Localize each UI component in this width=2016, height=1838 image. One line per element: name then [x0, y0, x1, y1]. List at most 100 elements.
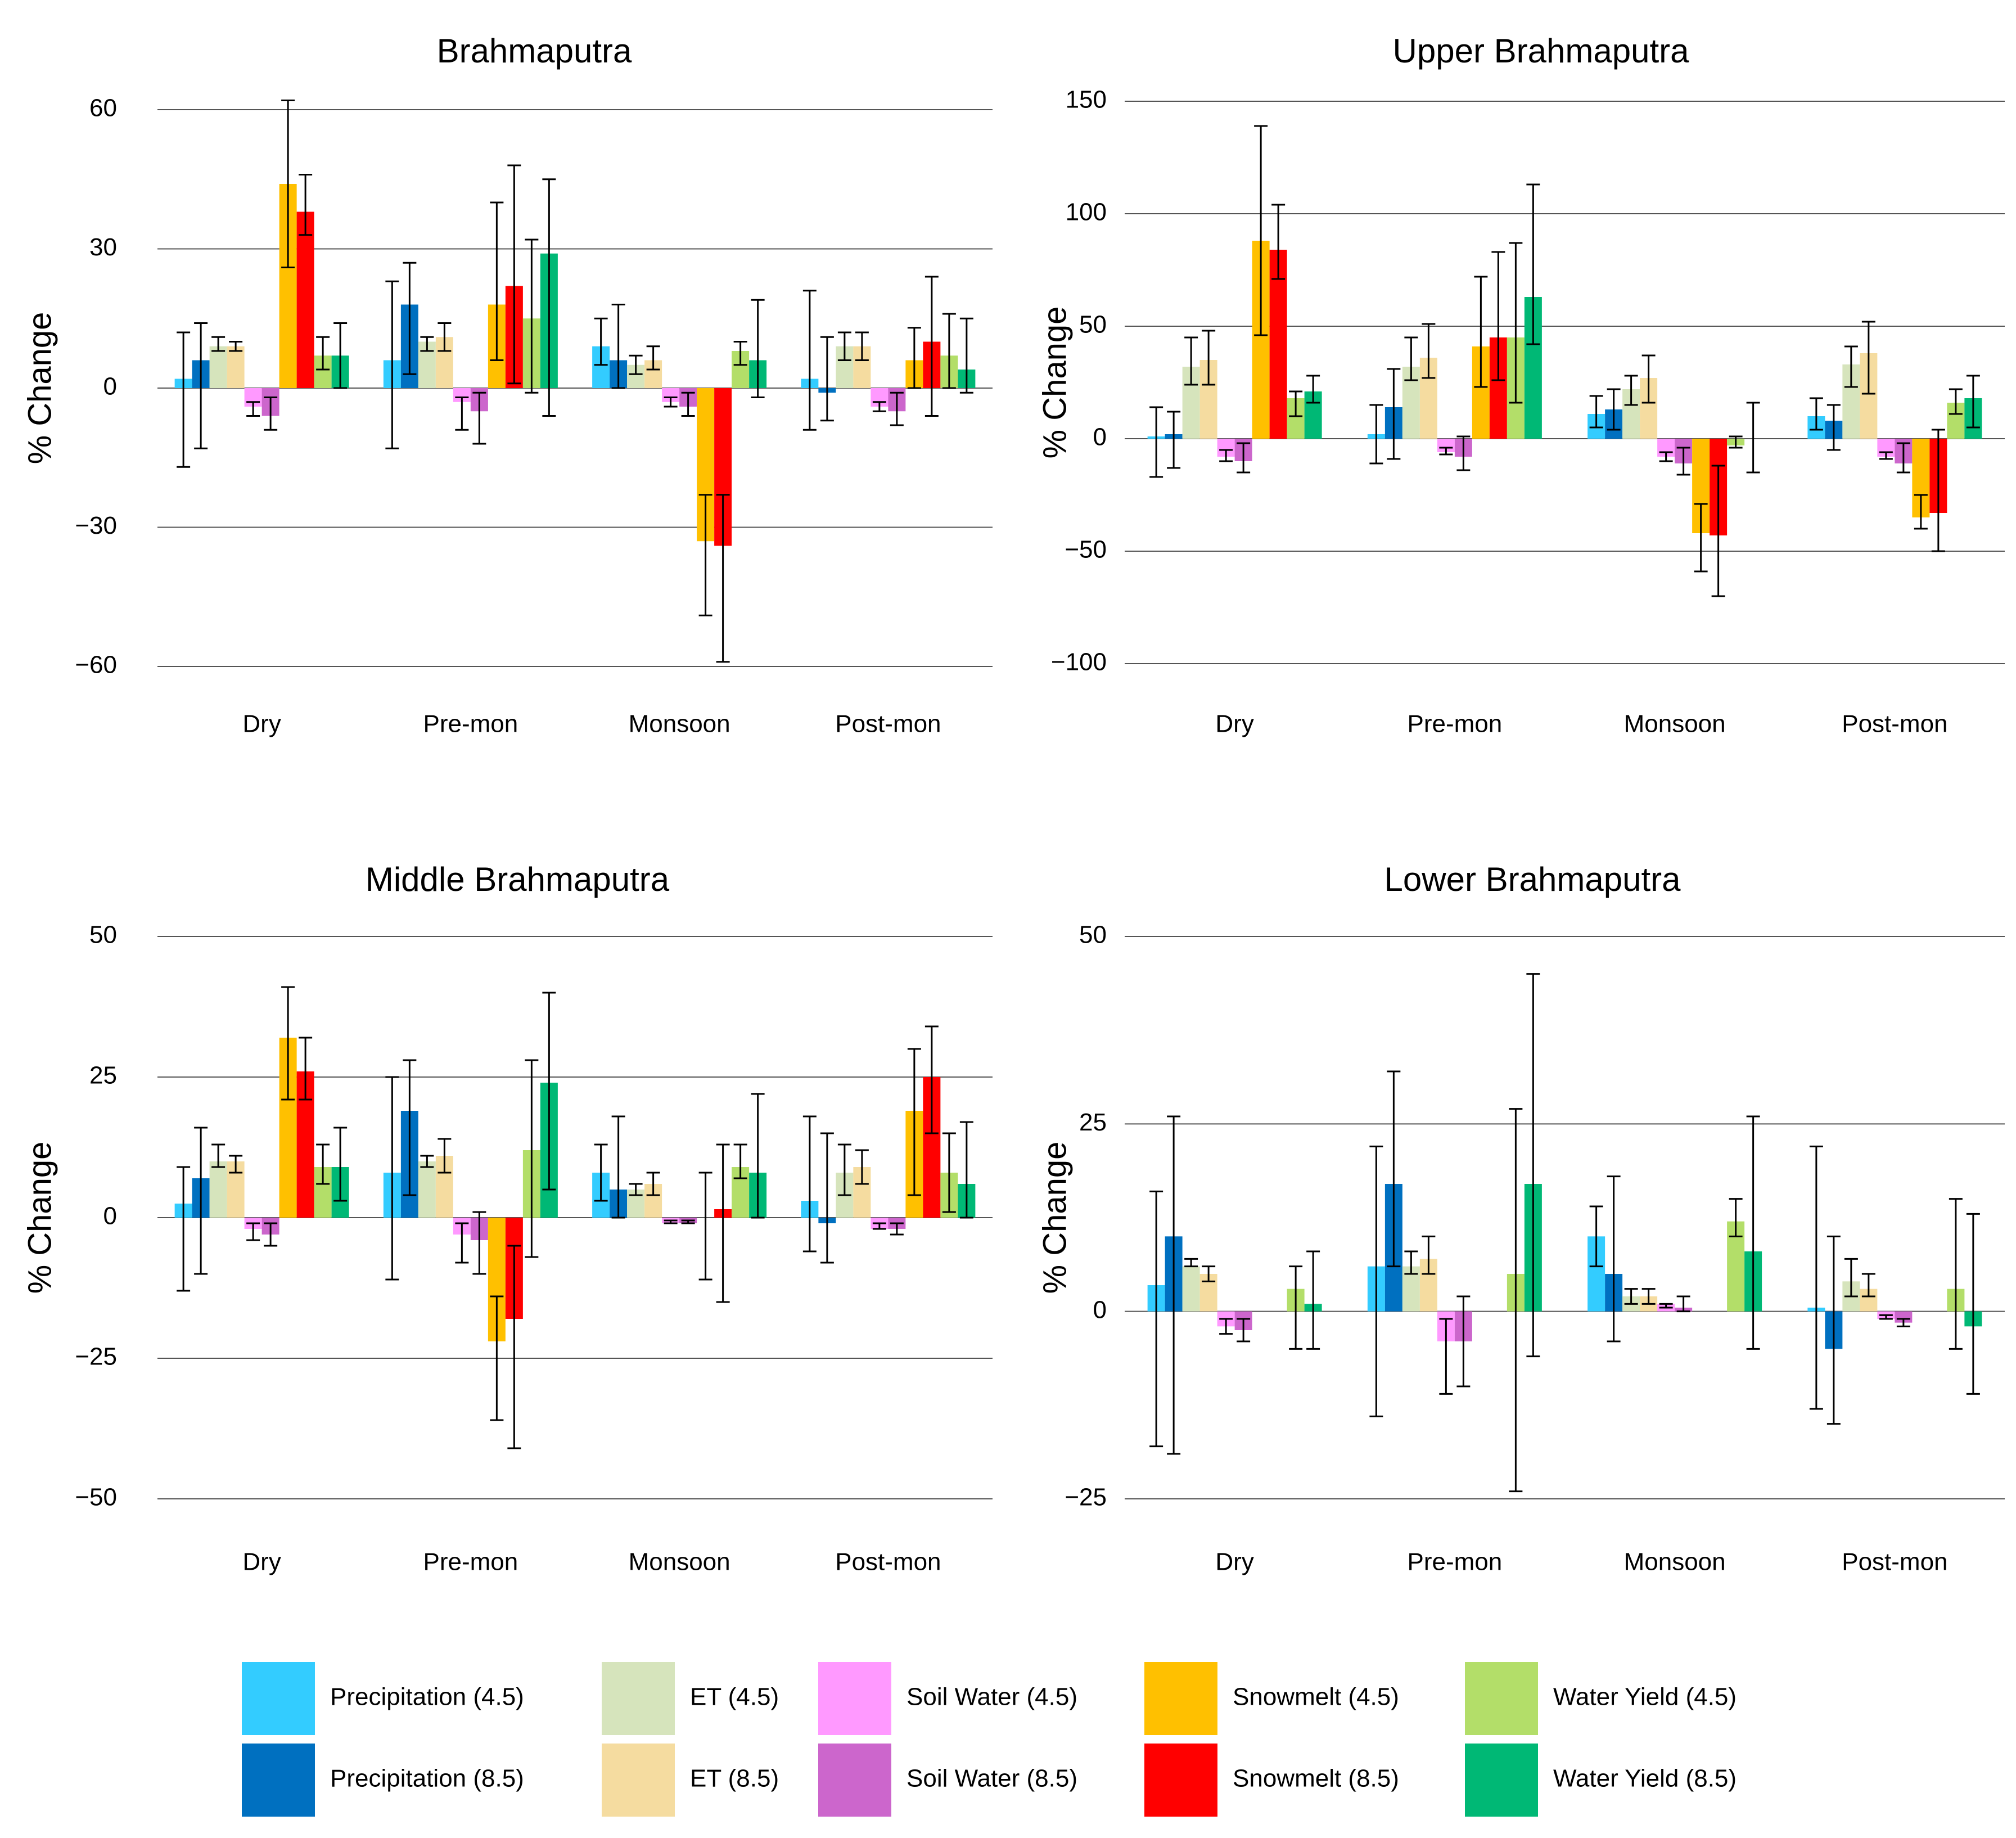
error-bar-et-4-5-post-mon	[837, 1143, 851, 1196]
error-bar-snowmelt-4-5-post-mon	[1914, 494, 1928, 530]
error-bar-water-yield-4-5-dry	[1289, 1265, 1303, 1350]
error-bar-et-8-5-post-mon	[1861, 1273, 1875, 1298]
error-bar-soil-water-8-5-pre-mon	[472, 391, 486, 445]
x-category-label-dry: Dry	[1215, 1548, 1253, 1576]
y-tick-label: 50	[1079, 311, 1107, 339]
error-bar-et-8-5-monsoon	[646, 345, 660, 371]
error-bar-soil-water-4-5-monsoon	[1659, 1303, 1673, 1309]
error-bar-soil-water-8-5-dry	[264, 1222, 278, 1247]
error-bar-soil-water-4-5-dry	[1219, 1318, 1233, 1335]
error-bar-et-4-5-post-mon	[1844, 345, 1858, 388]
error-bar-soil-water-8-5-post-mon	[1896, 442, 1910, 474]
x-category-label-monsoon: Monsoon	[629, 1548, 730, 1576]
error-bar-et-8-5-dry	[1202, 1265, 1216, 1282]
y-tick-label: 0	[103, 1202, 117, 1230]
error-bar-precipitation-8-5-dry	[1167, 1115, 1181, 1455]
bar-et-4-5-dry	[209, 1161, 227, 1218]
error-bar-soil-water-8-5-dry	[264, 397, 278, 431]
x-category-label-dry: Dry	[242, 1548, 281, 1576]
legend-swatch	[1144, 1662, 1217, 1735]
error-bar-et-4-5-dry	[211, 336, 225, 352]
error-bar-water-yield-8-5-monsoon	[751, 1093, 765, 1219]
error-bar-soil-water-4-5-monsoon	[664, 1219, 678, 1224]
error-bar-snowmelt-4-5-dry	[281, 100, 295, 268]
error-bar-water-yield-8-5-dry	[1306, 1250, 1320, 1350]
y-tick-label: 60	[89, 94, 117, 122]
error-bar-et-4-5-post-mon	[1844, 1258, 1858, 1298]
chart-panels: Brahmaputra % Change −60 −30 0 30 60 Dry Pre-mon…	[21, 32, 2005, 1576]
y-axis-label: % Change	[21, 1142, 58, 1294]
legend-swatch	[1465, 1662, 1538, 1735]
error-bar-precipitation-8-5-pre-mon	[403, 262, 417, 375]
error-bar-precipitation-4-5-monsoon	[1589, 1205, 1603, 1268]
error-bar-soil-water-4-5-post-mon	[1879, 451, 1893, 460]
error-bar-precipitation-8-5-monsoon	[1607, 1175, 1621, 1343]
legend-item-water-yield-4-5: Water Yield (4.5)	[1465, 1662, 1737, 1735]
legend-label: Snowmelt (8.5)	[1233, 1765, 1399, 1792]
error-bar-et-4-5-dry	[1184, 336, 1198, 386]
error-bar-soil-water-4-5-pre-mon	[1439, 447, 1453, 456]
y-tick-label: −50	[1065, 536, 1107, 564]
error-bar-water-yield-8-5-dry	[1306, 375, 1320, 404]
error-bar-soil-water-8-5-pre-mon	[1456, 435, 1471, 471]
error-bar-et-4-5-post-mon	[837, 331, 851, 361]
error-bar-snowmelt-8-5-monsoon	[716, 494, 730, 663]
y-tick-label: 30	[89, 233, 117, 261]
error-bar-soil-water-8-5-post-mon	[1896, 1318, 1910, 1327]
legend-swatch	[602, 1662, 675, 1735]
error-bar-water-yield-4-5-pre-mon	[525, 1059, 539, 1258]
y-tick-label: 0	[1093, 1296, 1107, 1323]
x-category-label-monsoon: Monsoon	[1624, 710, 1726, 738]
error-bar-precipitation-4-5-monsoon	[594, 1143, 608, 1202]
error-bar-water-yield-4-5-post-mon	[942, 1132, 956, 1213]
error-bar-precipitation-8-5-dry	[194, 322, 208, 449]
x-category-label-post-mon: Post-mon	[835, 1548, 941, 1576]
error-bar-et-8-5-pre-mon	[1422, 1235, 1436, 1275]
error-bar-precipitation-4-5-dry	[177, 1166, 191, 1292]
error-bar-soil-water-8-5-monsoon	[681, 391, 695, 417]
y-tick-label: −60	[75, 651, 117, 679]
error-bar-soil-water-4-5-dry	[246, 401, 260, 417]
error-bar-et-8-5-dry	[229, 1155, 243, 1174]
y-axis-label: % Change	[1036, 1142, 1073, 1294]
error-bar-precipitation-8-5-monsoon	[611, 1115, 625, 1219]
error-bar-et-8-5-post-mon	[855, 1149, 869, 1185]
error-bar-water-yield-4-5-pre-mon	[525, 238, 539, 394]
legend: Precipitation (4.5) Precipitation (8.5) ET…	[242, 1662, 1737, 1817]
error-bar-precipitation-4-5-pre-mon	[1369, 1145, 1383, 1417]
error-bar-snowmelt-4-5-dry	[1254, 125, 1268, 336]
legend-label: Precipitation (4.5)	[330, 1683, 524, 1711]
error-bar-water-yield-8-5-post-mon	[959, 317, 973, 394]
error-bar-et-8-5-monsoon	[1641, 1288, 1656, 1305]
error-bar-soil-water-8-5-monsoon	[681, 1219, 695, 1224]
error-bar-precipitation-8-5-pre-mon	[403, 1059, 417, 1196]
error-bar-snowmelt-4-5-pre-mon	[490, 1295, 504, 1421]
error-bar-snowmelt-8-5-dry	[1271, 204, 1286, 280]
error-bar-water-yield-8-5-dry	[333, 322, 348, 389]
error-bar-et-8-5-dry	[229, 341, 243, 352]
error-bar-snowmelt-4-5-pre-mon	[490, 201, 504, 361]
error-bar-et-4-5-dry	[211, 1143, 225, 1168]
y-tick-label: 0	[103, 373, 117, 400]
error-bar-snowmelt-4-5-post-mon	[907, 327, 921, 389]
legend-label: ET (8.5)	[690, 1765, 779, 1792]
error-bar-snowmelt-4-5-post-mon	[907, 1048, 921, 1196]
error-bar-water-yield-8-5-dry	[333, 1127, 348, 1202]
legend-item-snowmelt-8-5: Snowmelt (8.5)	[1144, 1744, 1399, 1817]
chart-title: Upper Brahmaputra	[1393, 32, 1690, 70]
error-bar-precipitation-8-5-post-mon	[820, 1132, 834, 1264]
bar-snowmelt-8-5-dry	[1269, 250, 1287, 439]
y-tick-label: −30	[75, 512, 117, 539]
x-category-label-monsoon: Monsoon	[1624, 1548, 1726, 1576]
error-bar-water-yield-8-5-pre-mon	[1526, 973, 1540, 1358]
y-tick-label: 50	[1079, 921, 1107, 949]
error-bar-et-4-5-pre-mon	[1404, 336, 1418, 381]
error-bar-water-yield-4-5-dry	[316, 336, 330, 371]
error-bar-water-yield-8-5-post-mon	[959, 1121, 973, 1219]
legend-item-precipitation-8-5: Precipitation (8.5)	[242, 1744, 524, 1817]
y-tick-label: −25	[75, 1343, 117, 1371]
y-tick-label: 25	[1079, 1109, 1107, 1136]
error-bar-et-4-5-monsoon	[629, 1183, 643, 1196]
legend-item-water-yield-8-5: Water Yield (8.5)	[1465, 1744, 1737, 1817]
error-bar-water-yield-8-5-monsoon	[751, 299, 765, 398]
